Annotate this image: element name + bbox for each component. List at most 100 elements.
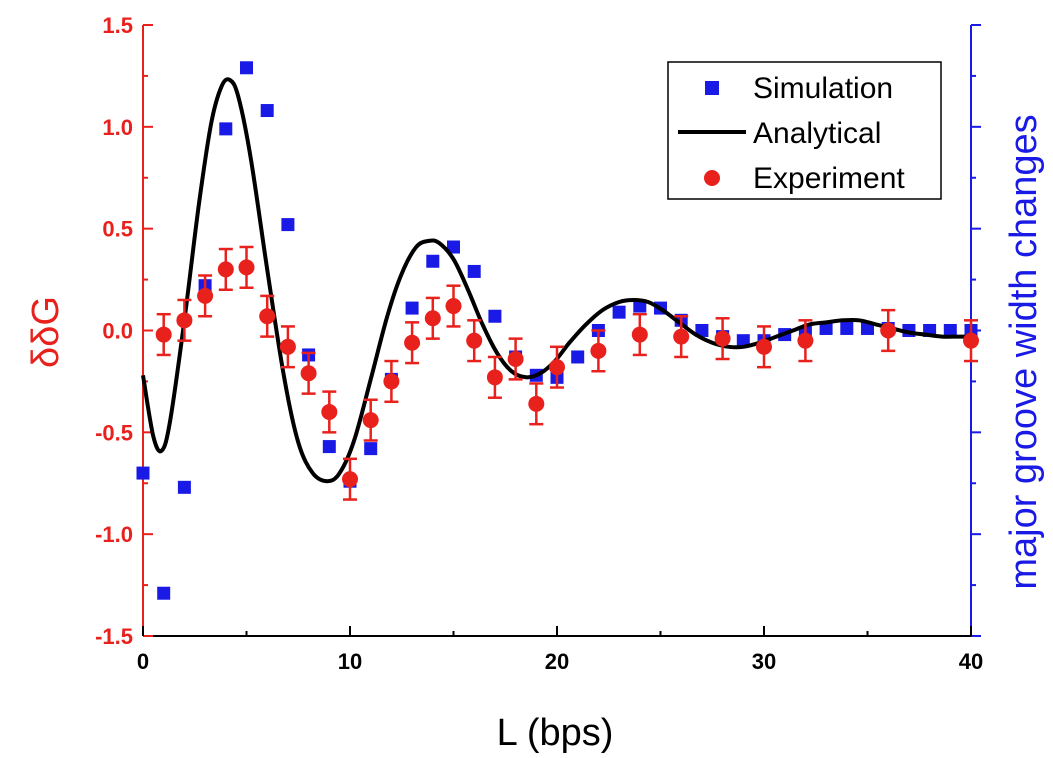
experiment-point bbox=[714, 317, 731, 361]
experiment-point bbox=[549, 345, 565, 389]
simulation-point bbox=[736, 334, 750, 348]
simulation-point bbox=[426, 254, 440, 268]
experiment-marker bbox=[238, 259, 255, 276]
experiment-point bbox=[300, 351, 317, 395]
y-tick-label: 1.5 bbox=[102, 13, 133, 38]
experiment-marker bbox=[528, 395, 545, 412]
simulation-point bbox=[219, 122, 233, 136]
simulation-point bbox=[281, 218, 295, 232]
experiment-marker bbox=[756, 338, 772, 355]
experiment-point bbox=[673, 314, 690, 359]
experiment-marker bbox=[486, 369, 503, 386]
simulation-point bbox=[177, 480, 191, 494]
simulation-point bbox=[819, 321, 833, 335]
legend-simulation-label: Simulation bbox=[753, 72, 893, 105]
experiment-marker bbox=[362, 412, 379, 429]
x-tick-label: 30 bbox=[752, 649, 776, 674]
experiment-point bbox=[321, 390, 338, 434]
experiment-point bbox=[756, 325, 772, 369]
experiment-marker bbox=[880, 322, 897, 339]
experiment-marker bbox=[797, 332, 814, 349]
experiment-marker bbox=[631, 326, 648, 343]
experiment-marker bbox=[279, 338, 296, 355]
experiment-point bbox=[424, 296, 441, 340]
experiment-marker bbox=[424, 310, 441, 327]
experiment-marker bbox=[466, 332, 483, 349]
experiment-marker bbox=[259, 308, 276, 325]
legend-simulation-marker bbox=[705, 81, 719, 95]
x-axis-title: L (bps) bbox=[497, 712, 614, 754]
simulation-point bbox=[364, 442, 378, 456]
experiment-point bbox=[238, 245, 255, 289]
x-tick-label: 20 bbox=[545, 649, 569, 674]
simulation-point bbox=[240, 61, 253, 75]
experiment-marker bbox=[549, 359, 565, 376]
experiment-marker bbox=[176, 312, 193, 329]
right-axis bbox=[971, 24, 981, 637]
x-tick-label: 0 bbox=[137, 649, 149, 674]
experiment-marker bbox=[197, 287, 214, 304]
experiment-marker bbox=[342, 471, 358, 488]
legend-experiment-label: Experiment bbox=[753, 162, 905, 195]
experiment-point bbox=[466, 319, 483, 363]
simulation-point bbox=[695, 324, 709, 337]
experiment-marker bbox=[714, 330, 731, 347]
experiment-marker bbox=[300, 365, 317, 382]
experiment-point bbox=[486, 355, 503, 399]
simulation-point bbox=[571, 350, 585, 364]
experiment-point bbox=[631, 312, 648, 357]
legend-experiment-marker bbox=[704, 170, 720, 186]
experiment-marker bbox=[383, 373, 400, 390]
simulation-point bbox=[467, 264, 481, 278]
simulation-point bbox=[488, 309, 502, 323]
y2-axis-title: major groove width changes bbox=[1003, 114, 1045, 589]
experiment-point bbox=[362, 398, 379, 442]
experiment-point bbox=[259, 294, 276, 338]
experiment-point bbox=[217, 247, 234, 292]
simulation-point bbox=[322, 440, 336, 454]
experiment-point bbox=[880, 308, 897, 353]
experiment-point bbox=[507, 337, 524, 381]
experiment-marker bbox=[155, 326, 172, 343]
simulation-point bbox=[447, 240, 460, 254]
experiment-point bbox=[404, 321, 421, 365]
experiment-point bbox=[590, 329, 607, 373]
bottom-axis: 0 10 20 30 40 bbox=[137, 626, 983, 674]
experiment-point bbox=[342, 457, 358, 501]
left-axis: -1.5 -1.0 -0.5 0.0 0.5 1.0 1.5 bbox=[95, 13, 153, 649]
y-tick-label: -0.5 bbox=[95, 420, 133, 445]
experiment-marker bbox=[963, 332, 979, 349]
legend: Simulation Analytical Experiment bbox=[667, 61, 942, 200]
experiment-point bbox=[797, 319, 814, 363]
simulation-point bbox=[943, 324, 957, 337]
simulation-point bbox=[136, 466, 150, 480]
x-tick-label: 10 bbox=[338, 649, 362, 674]
y-tick-label: 0.5 bbox=[102, 217, 133, 242]
experiment-point bbox=[155, 312, 172, 357]
y-tick-label: 1.0 bbox=[102, 115, 133, 140]
experiment-point bbox=[963, 319, 979, 363]
simulation-point bbox=[405, 301, 419, 315]
x-tick-label: 40 bbox=[959, 649, 983, 674]
y-tick-label: -1.5 bbox=[95, 624, 133, 649]
experiment-marker bbox=[673, 328, 690, 345]
experiment-point bbox=[176, 298, 193, 342]
simulation-point bbox=[633, 299, 647, 313]
simulation-point bbox=[840, 321, 854, 335]
simulation-point bbox=[157, 586, 171, 600]
simulation-point bbox=[260, 104, 274, 118]
experiment-marker bbox=[445, 298, 462, 315]
analytical-line bbox=[141, 77, 971, 484]
experiment-point bbox=[445, 284, 462, 328]
experiment-marker bbox=[507, 351, 524, 368]
simulation-point bbox=[612, 305, 626, 319]
experiment-point bbox=[528, 382, 545, 426]
experiment-marker bbox=[217, 261, 234, 278]
experiment-marker bbox=[404, 334, 421, 351]
y-tick-label: -1.0 bbox=[95, 522, 133, 547]
y-tick-label: 0.0 bbox=[102, 319, 133, 344]
y-axis-title: δδG bbox=[25, 296, 67, 368]
experiment-point bbox=[197, 274, 214, 318]
experiment-marker bbox=[590, 342, 607, 359]
experiment-marker bbox=[321, 403, 338, 420]
